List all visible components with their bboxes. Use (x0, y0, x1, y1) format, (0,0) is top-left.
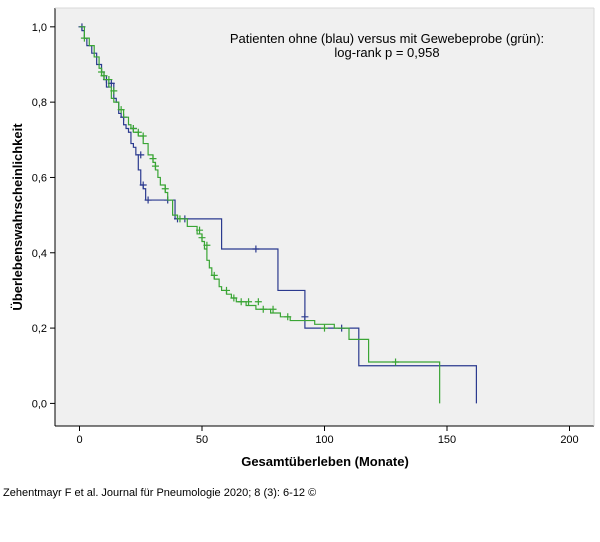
censor-mark-green (129, 125, 137, 133)
x-tick-label: 50 (196, 434, 208, 446)
censor-mark-green (80, 34, 88, 42)
y-tick-label: 0,8 (32, 97, 47, 109)
censor-mark-green (321, 324, 328, 332)
censor-mark-green (176, 215, 184, 223)
censor-mark-green (230, 294, 238, 302)
censor-mark-green (269, 305, 277, 313)
y-axis-title: Überlebenswahrscheinlichkeit (10, 123, 25, 311)
censor-mark-blue (144, 196, 152, 204)
censor-mark-blue (252, 245, 260, 253)
censor-mark-blue (139, 181, 147, 189)
censor-mark-green (259, 305, 267, 313)
censor-mark-green (117, 106, 125, 114)
censor-mark-blue (301, 313, 309, 321)
plot-area (55, 8, 594, 426)
y-tick-label: 0,0 (32, 398, 47, 410)
y-tick-label: 0,4 (32, 248, 47, 260)
x-axis-title: Gesamtüberleben (Monate) (241, 454, 409, 469)
y-tick-label: 0,6 (32, 172, 47, 184)
y-tick-label: 0,2 (32, 323, 47, 335)
x-tick-label: 100 (315, 434, 333, 446)
censor-mark-green (284, 313, 292, 321)
censor-mark-blue (137, 151, 145, 159)
censor-mark-green (110, 87, 118, 95)
censor-mark-green (203, 241, 211, 249)
annotation-line-1: Patienten ohne (blau) versus mit Gewebep… (230, 31, 544, 46)
censor-mark-green (254, 298, 262, 306)
censor-mark-green (245, 298, 253, 306)
y-tick-label: 1,0 (32, 22, 47, 34)
axes: 0 50 100 150 200 0,0 0,2 0,4 0,6 0,8 1,0 (32, 7, 595, 446)
censor-mark-green (198, 234, 206, 242)
censor-mark-green (98, 68, 106, 76)
series-layer (78, 23, 477, 404)
annotation-line-2: log-rank p = 0,958 (334, 45, 439, 60)
censor-mark-green (105, 76, 113, 84)
censor-mark-green (151, 162, 159, 170)
censor-mark-green (392, 358, 400, 366)
censor-mark-green (210, 271, 218, 279)
censor-mark-green (223, 286, 230, 294)
censor-mark-green (149, 155, 157, 163)
censor-mark-green (196, 226, 204, 234)
censor-mark-green (237, 298, 245, 306)
x-tick-label: 150 (438, 434, 456, 446)
censor-mark-green (134, 128, 142, 136)
survival-curve-blue (79, 26, 477, 404)
survival-curve-green (79, 26, 441, 404)
citation-text: Zehentmayr F et al. Journal für Pneumolo… (3, 487, 317, 499)
censor-mark-green (100, 72, 108, 80)
censor-mark-green (139, 132, 147, 140)
series-green (79, 26, 441, 404)
x-tick-label: 200 (560, 434, 578, 446)
kaplan-meier-chart: 0 50 100 150 200 0,0 0,2 0,4 0,6 0,8 1,0 Patienten… (10, 7, 595, 469)
censor-mark-green (161, 185, 169, 193)
x-tick-label: 0 (76, 434, 82, 446)
